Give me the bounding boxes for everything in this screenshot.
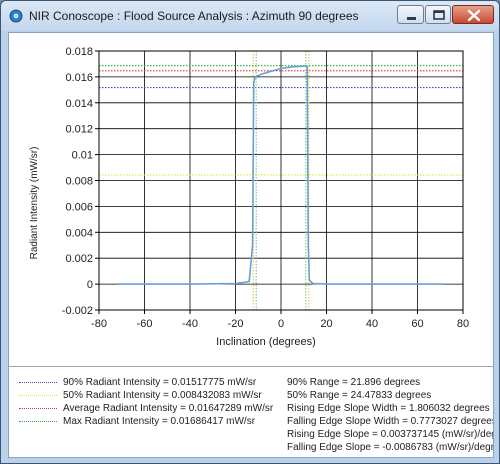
y-tick-label: 0.004 (65, 227, 93, 239)
legend: 90% Radiant Intensity = 0.01517775 mW/sr… (9, 366, 493, 457)
stat-falling-edge-slope: Falling Edge Slope = -0.0086783 (mW/sr)/… (287, 442, 493, 453)
stat-50-range: 50% Range = 24.47833 degrees (287, 390, 432, 401)
series-line (117, 64, 445, 285)
legend-item: 50% Radiant Intensity = 0.008432083 mW/s… (19, 390, 289, 402)
x-tick-label: 20 (320, 318, 332, 330)
x-tick-label: 80 (457, 318, 469, 330)
maximize-button[interactable] (425, 5, 451, 24)
maximize-icon (433, 10, 445, 20)
x-tick-label: 40 (366, 318, 378, 330)
legend-label: 50% Radiant Intensity = 0.008432083 mW/s… (63, 390, 262, 401)
close-button[interactable] (452, 5, 494, 24)
legend-swatch-max (19, 421, 57, 422)
window-title: NIR Conoscope : Flood Source Analysis : … (29, 9, 359, 23)
y-tick-label: -0.002 (62, 305, 93, 317)
minimize-icon (407, 17, 416, 20)
radiant-intensity-chart: -0.002 0 0.002 0.004 0.006 0.008 0.01 0.012 0.01… (9, 33, 493, 366)
legend-label: Max Radiant Intensity = 0.01686417 mW/sr (63, 416, 256, 427)
close-icon (467, 9, 481, 22)
x-tick-label: 0 (278, 318, 284, 330)
plot-border (98, 50, 464, 311)
stat-90-range: 90% Range = 21.896 degrees (287, 377, 421, 388)
x-tick-label: 60 (411, 318, 423, 330)
y-tick-label: 0.012 (65, 124, 93, 136)
y-axis-label: Radiant Intensity (mW/sr) (29, 147, 40, 260)
stat-rising-edge-width: Rising Edge Slope Width = 1.806032 degre… (287, 403, 490, 414)
chart-panel: -0.002 0 0.002 0.004 0.006 0.008 0.01 0.012 0.01… (8, 32, 494, 458)
legend-label: Average Radiant Intensity = 0.01647289 m… (63, 403, 274, 414)
stat-falling-edge-width: Falling Edge Slope Width = 0.7773027 deg… (287, 416, 493, 427)
legend-swatch-50-percent (19, 395, 57, 396)
legend-label: 90% Radiant Intensity = 0.01517775 mW/sr (63, 377, 257, 388)
x-tick-label: -60 (137, 318, 153, 330)
stat-rising-edge-slope: Rising Edge Slope = 0.003737145 (mW/sr)/… (287, 429, 493, 440)
title-bar[interactable]: NIR Conoscope : Flood Source Analysis : … (1, 1, 499, 31)
y-tick-label: 0.01 (72, 150, 93, 162)
y-tick-label: 0.006 (65, 201, 93, 213)
legend-swatch-90-percent (19, 382, 57, 383)
y-tick-label: 0.002 (65, 253, 93, 265)
x-axis-label: Inclination (degrees) (216, 336, 316, 348)
minimize-button[interactable] (397, 5, 424, 24)
y-tick-label: 0 (87, 279, 93, 291)
y-tick-label: 0.018 (65, 46, 93, 58)
y-tick-label: 0.016 (65, 72, 93, 84)
legend-item: Average Radiant Intensity = 0.01647289 m… (19, 403, 289, 415)
x-tick-label: -40 (182, 318, 198, 330)
conoscope-app-icon (9, 9, 23, 23)
x-tick-label: -20 (228, 318, 244, 330)
legend-item: 90% Radiant Intensity = 0.01517775 mW/sr (19, 377, 289, 389)
y-tick-label: 0.014 (65, 98, 93, 110)
legend-item: Max Radiant Intensity = 0.01686417 mW/sr (19, 416, 289, 428)
x-tick-label: -80 (91, 318, 107, 330)
y-tick-label: 0.008 (65, 176, 93, 188)
legend-swatch-average (19, 408, 57, 409)
